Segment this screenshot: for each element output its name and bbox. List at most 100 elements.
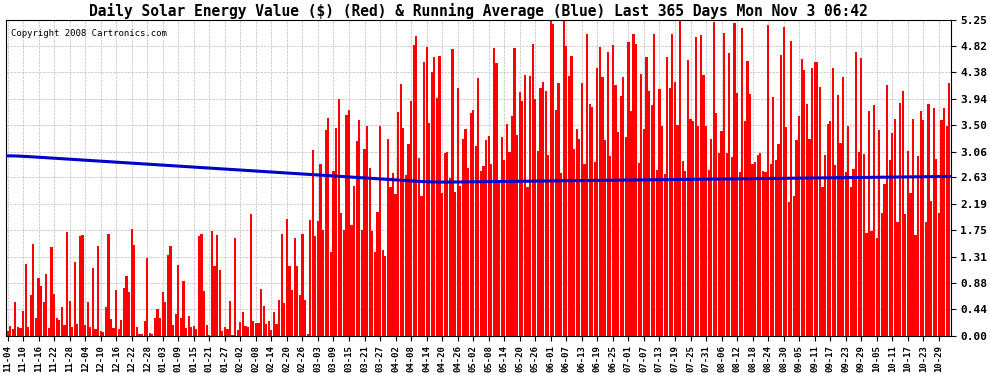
Bar [139,334,141,336]
Bar [248,327,249,336]
Bar [451,50,453,336]
Bar [668,88,671,336]
Bar [421,196,423,336]
Bar [676,124,679,336]
Bar [759,153,761,336]
Bar [840,142,842,336]
Bar [816,62,819,336]
Bar [645,57,647,336]
Bar [940,120,942,336]
Bar [734,23,736,336]
Bar [265,324,267,336]
Bar [782,27,785,336]
Bar [607,52,609,336]
Bar [418,158,420,336]
Bar [240,322,242,336]
Bar [516,135,519,336]
Bar [190,327,192,336]
Bar [522,100,524,336]
Bar [164,302,166,336]
Bar [73,262,76,336]
Bar [565,46,567,336]
Bar [945,126,947,336]
Bar [498,180,500,336]
Bar [837,96,840,336]
Bar [283,303,285,336]
Bar [847,126,849,336]
Bar [144,321,146,336]
Bar [514,48,516,336]
Bar [136,327,138,336]
Bar [469,113,471,336]
Bar [643,129,645,336]
Bar [503,159,505,336]
Bar [161,292,163,336]
Bar [141,334,144,336]
Bar [448,178,451,336]
Bar [304,300,306,336]
Bar [581,82,583,336]
Bar [459,186,461,336]
Bar [527,188,529,336]
Bar [560,173,562,336]
Bar [229,301,231,336]
Bar [540,88,542,336]
Bar [671,34,673,336]
Bar [790,41,793,336]
Bar [663,174,665,336]
Bar [756,155,759,336]
Bar [40,286,43,336]
Bar [371,231,373,336]
Bar [474,146,477,336]
Bar [14,302,17,336]
Bar [394,194,397,336]
Bar [219,270,221,336]
Bar [12,329,14,336]
Bar [381,250,384,336]
Bar [368,168,371,336]
Bar [35,318,37,336]
Bar [547,155,549,336]
Bar [915,235,917,336]
Bar [622,77,625,336]
Bar [200,234,203,336]
Bar [341,213,343,336]
Bar [79,236,81,336]
Bar [252,321,254,336]
Bar [796,140,798,336]
Bar [490,164,492,336]
Bar [387,139,389,336]
Bar [480,171,482,336]
Bar [428,123,431,336]
Bar [38,278,40,336]
Bar [48,328,50,336]
Bar [578,139,580,336]
Title: Daily Solar Energy Value ($) (Red) & Running Average (Blue) Last 365 Days Mon No: Daily Solar Energy Value ($) (Red) & Run… [89,3,868,19]
Bar [464,129,466,336]
Bar [715,114,718,336]
Bar [115,290,117,336]
Bar [33,244,35,336]
Bar [751,164,753,336]
Bar [431,72,433,336]
Bar [742,28,743,336]
Bar [764,172,766,336]
Bar [436,98,438,336]
Bar [902,91,904,336]
Bar [214,266,216,336]
Bar [363,150,365,336]
Bar [633,34,635,336]
Bar [938,213,940,336]
Bar [628,42,630,336]
Bar [237,330,239,336]
Bar [355,141,357,336]
Bar [493,48,495,336]
Bar [488,136,490,336]
Bar [708,170,710,336]
Bar [227,329,229,336]
Bar [948,83,950,336]
Bar [134,245,136,336]
Bar [335,128,338,336]
Bar [588,104,591,336]
Bar [775,160,777,336]
